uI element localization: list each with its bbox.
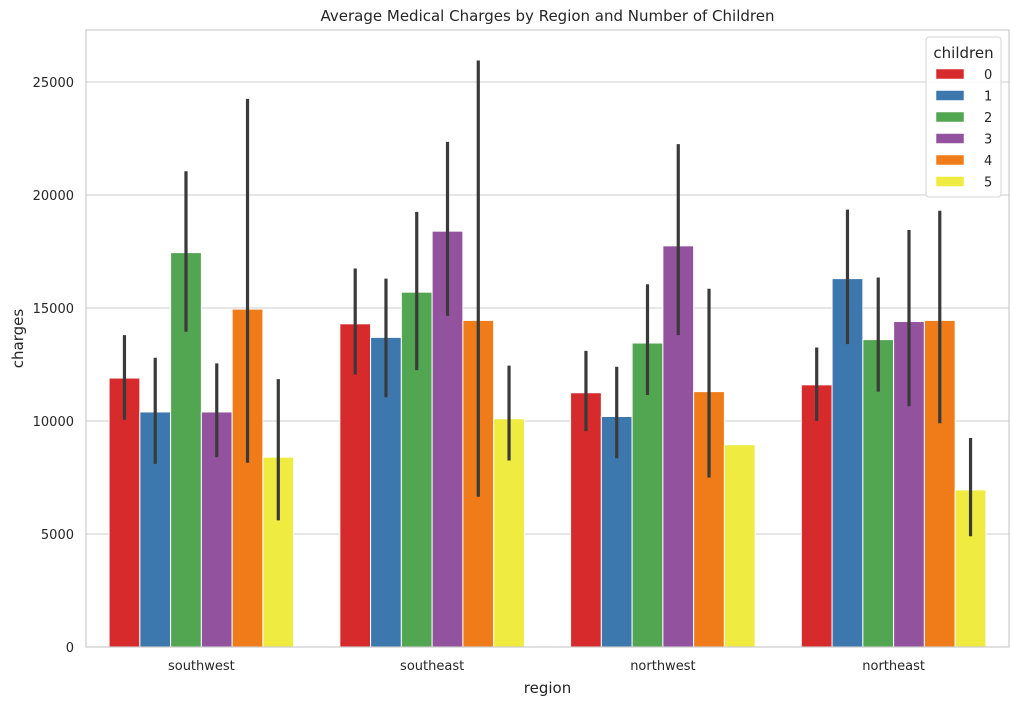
error-bars xyxy=(122,60,973,537)
x-tick-label: southeast xyxy=(400,659,464,674)
legend-swatch-2 xyxy=(935,111,965,123)
y-axis-label: charges xyxy=(9,309,27,369)
legend-title: children xyxy=(933,44,993,62)
x-tick-label: southwest xyxy=(168,659,235,674)
legend: children 0 1 2 3 4 5 xyxy=(925,36,1002,198)
x-tick-labels: southwest southeast northwest northeast xyxy=(168,659,925,674)
legend-swatch-4 xyxy=(935,154,965,166)
bar-northeast-children-0 xyxy=(800,384,833,648)
x-tick-label: northwest xyxy=(630,659,695,674)
y-tick-label: 5000 xyxy=(41,528,74,543)
legend-label-2: 2 xyxy=(984,111,992,126)
y-tick-label: 10000 xyxy=(33,415,74,430)
x-tick-label: northeast xyxy=(862,659,925,674)
bar-southeast-children-0 xyxy=(339,323,372,648)
legend-label-5: 5 xyxy=(984,176,992,191)
legend-swatch-0 xyxy=(935,68,965,80)
bar-northwest-children-0 xyxy=(570,392,602,648)
legend-label-1: 1 xyxy=(984,90,992,105)
bar-southwest-children-0 xyxy=(108,377,141,648)
legend-items: 0 1 2 3 4 5 xyxy=(935,68,992,191)
bars xyxy=(108,230,987,648)
legend-swatch-3 xyxy=(935,133,965,144)
legend-label-4: 4 xyxy=(984,154,992,169)
legend-swatch-5 xyxy=(935,176,965,187)
y-tick-label: 20000 xyxy=(33,189,74,204)
y-tick-label: 0 xyxy=(66,641,74,656)
chart-title: Average Medical Charges by Region and Nu… xyxy=(321,7,775,25)
y-tick-label: 15000 xyxy=(33,302,74,317)
bar-northwest-children-5 xyxy=(723,444,756,648)
legend-swatch-1 xyxy=(935,90,965,101)
legend-label-3: 3 xyxy=(984,133,992,148)
y-tick-labels: 0 5000 10000 15000 20000 25000 xyxy=(33,76,74,656)
legend-label-0: 0 xyxy=(984,68,992,83)
y-tick-label: 25000 xyxy=(33,76,74,91)
plot-frame xyxy=(85,29,1010,648)
x-axis-label: region xyxy=(524,679,571,697)
